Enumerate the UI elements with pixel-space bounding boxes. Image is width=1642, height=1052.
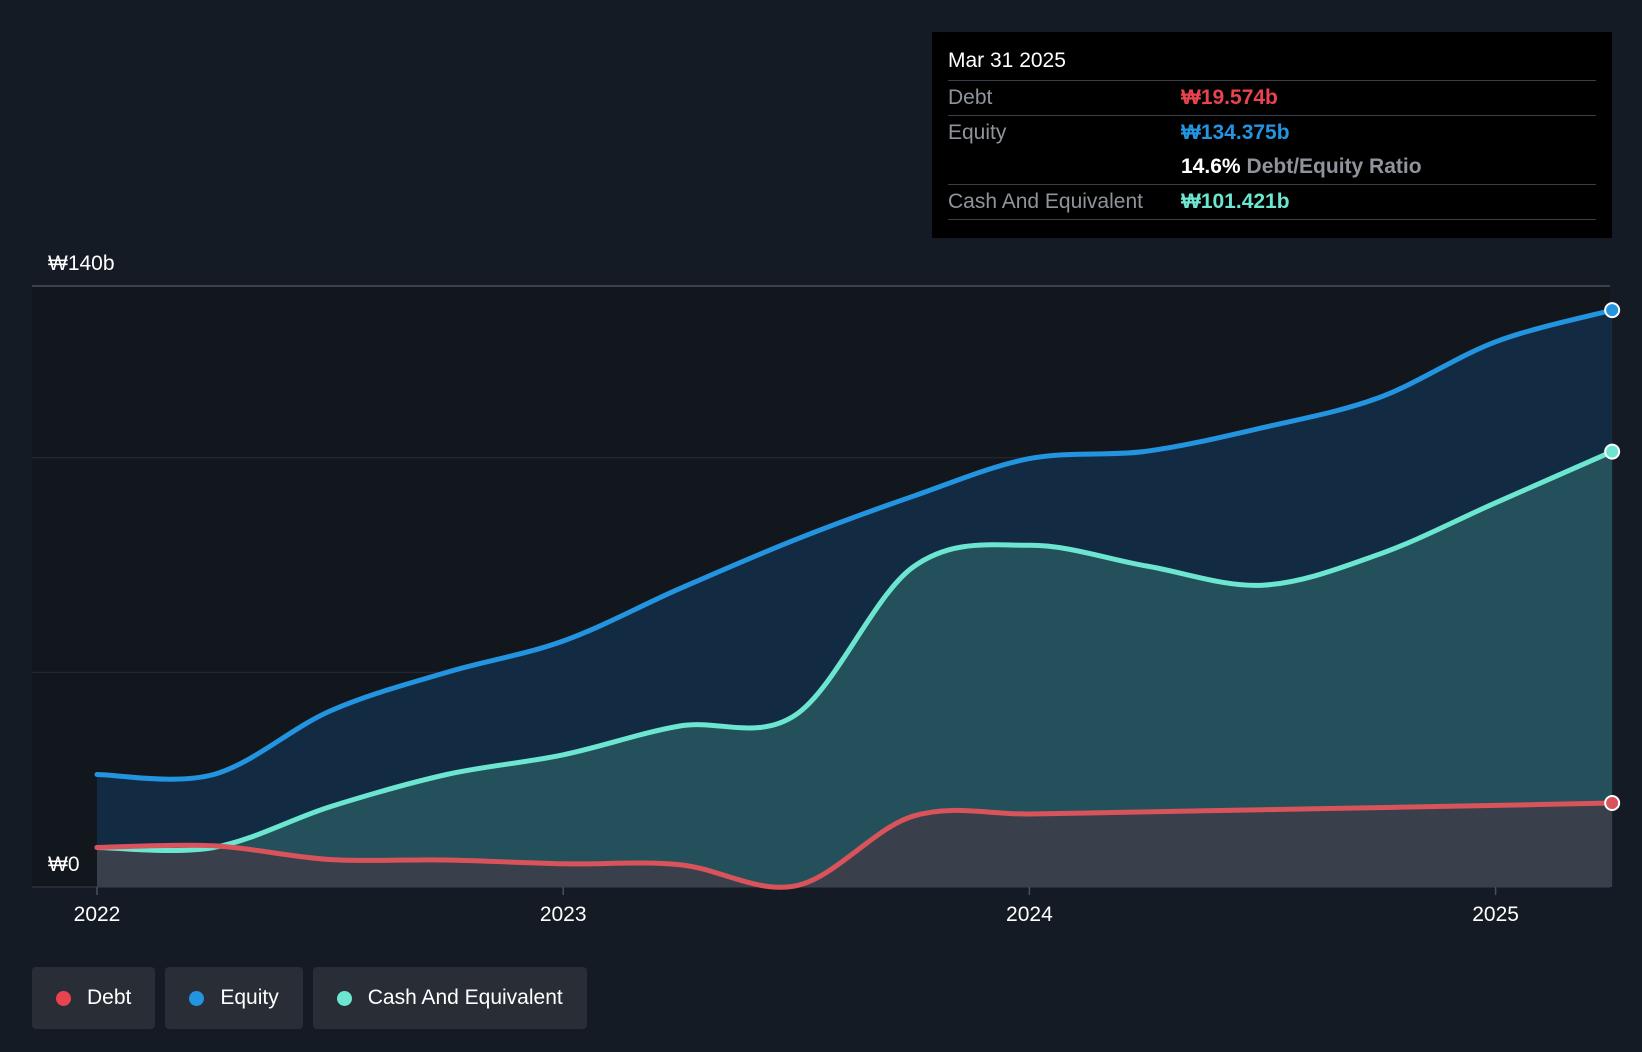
tooltip-date: Mar 31 2025: [948, 49, 1066, 72]
legend-item-equity[interactable]: Equity: [165, 967, 303, 1029]
debt-dot-icon: [56, 990, 71, 1006]
x-tick-label-2022: 2022: [74, 903, 121, 926]
tooltip-ratio-label: Debt/Equity Ratio: [1246, 155, 1422, 178]
equity-dot-icon: [189, 990, 205, 1006]
legend-cash-label: Cash And Equivalent: [367, 986, 563, 1009]
debt-area: [97, 803, 1613, 888]
x-tick-label-2024: 2024: [1006, 903, 1053, 926]
legend-item-cash[interactable]: Cash And Equivalent: [312, 967, 587, 1029]
series-lines: [94, 307, 1615, 890]
tooltip-cash-label: Cash And Equivalent: [948, 190, 1143, 213]
y-label-top: ₩140b: [48, 252, 115, 275]
cash-dot-icon: [336, 990, 352, 1006]
debt-end-marker[interactable]: [1604, 794, 1621, 811]
legend-equity-label: Equity: [220, 986, 279, 1009]
tooltip-equity-value: ₩134.375b: [1181, 121, 1290, 144]
debt-line: [94, 800, 1615, 890]
tooltip-debt-row: Debt ₩19.574b: [948, 80, 1596, 115]
tooltip-cash-value: ₩101.421b: [1181, 190, 1290, 213]
tooltip-debt-label: Debt: [948, 86, 993, 109]
tooltip-ratio-row: 14.6% Debt/Equity Ratio: [948, 150, 1596, 184]
chart-legend: Debt Equity Cash And Equivalent: [32, 967, 597, 1029]
area-fills: [97, 310, 1613, 888]
legend-item-debt[interactable]: Debt: [32, 967, 156, 1029]
data-tooltip: Mar 31 2025 Debt ₩19.574b Equity ₩134.37…: [932, 32, 1612, 238]
axes: 2022 2023 2024 2025 ₩140b ₩0: [48, 252, 1519, 926]
equity-line: [94, 307, 1615, 782]
cash-and-equivalent-area: [97, 451, 1613, 887]
legend-debt-label: Debt: [87, 986, 132, 1009]
tooltip-equity-row: Equity ₩134.375b: [948, 115, 1596, 150]
tooltip-cash-row: Cash And Equivalent ₩101.421b: [948, 184, 1596, 220]
y-label-bottom: ₩0: [48, 853, 80, 876]
tooltip-debt-value: ₩19.574b: [1181, 86, 1278, 109]
tooltip-equity-label: Equity: [948, 121, 1007, 144]
x-tick-label-2025: 2025: [1472, 903, 1519, 926]
x-tick-label-2023: 2023: [540, 903, 587, 926]
end-markers: [1604, 302, 1621, 811]
cash-and-equivalent-end-marker[interactable]: [1604, 443, 1621, 460]
tooltip-ratio-value: 14.6%: [1181, 155, 1241, 178]
equity-end-marker[interactable]: [1604, 302, 1621, 319]
cash-and-equivalent-line: [94, 449, 1615, 854]
